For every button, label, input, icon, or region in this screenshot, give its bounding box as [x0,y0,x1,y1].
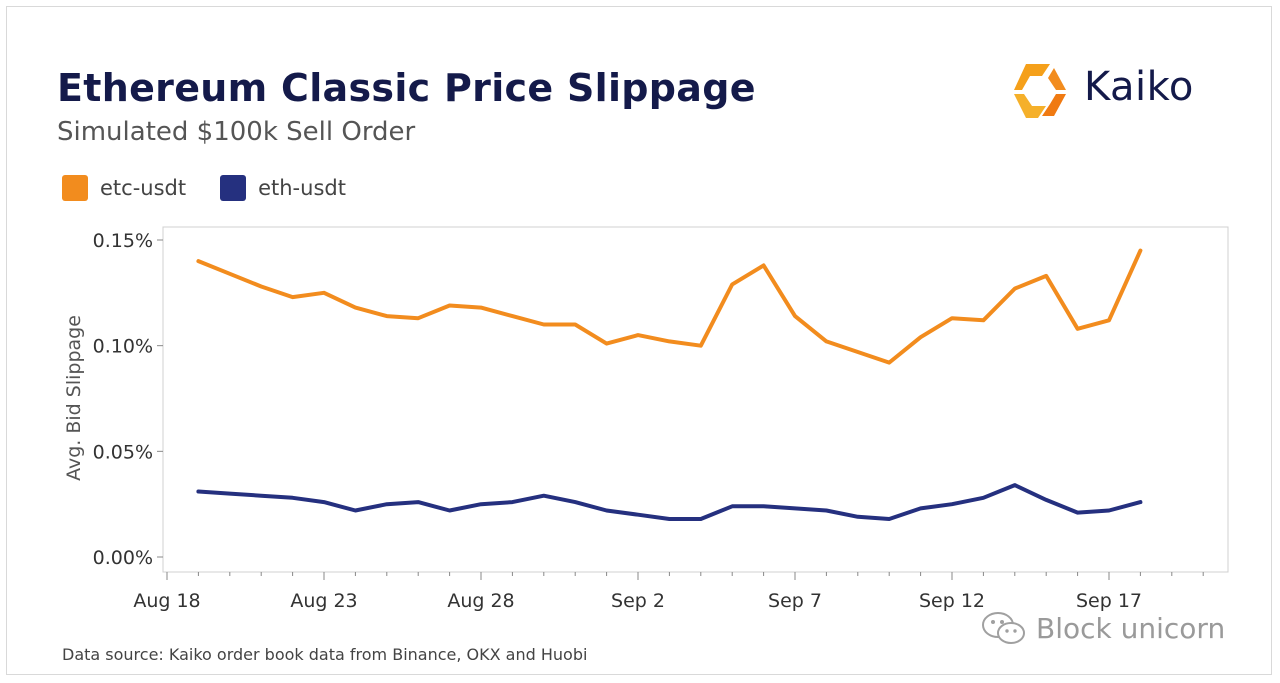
legend-item-etc: etc-usdt [62,175,186,201]
plot-area [162,226,1229,573]
y-axis: 0.00% 0.05% 0.10% 0.15% [93,230,163,569]
x-axis: Aug 18 Aug 23 Aug 28 Sep 2 Sep 7 Sep 12 Sep 17 [133,572,1204,612]
legend-swatch-eth [220,175,247,201]
y-axis-title: Avg. Bid Slippage [63,315,85,481]
legend-item-eth: eth-usdt [220,175,346,201]
watermark-text: Block unicorn [1036,611,1226,645]
x-tick-label: Sep 12 [919,590,985,612]
kaiko-logo: Kaiko [1004,60,1234,122]
x-tick-label: Sep 17 [1076,590,1142,612]
y-tick-label: 0.15% [93,230,153,252]
series-line-eth-usdt [196,483,1143,521]
wechat-icon [982,612,1025,644]
series-layer [196,248,1143,521]
kaiko-logo-icon [1014,64,1066,118]
x-tick-label: Aug 18 [133,590,200,612]
x-tick-label: Aug 23 [290,590,357,612]
y-tick-label: 0.05% [93,441,153,463]
chart-title: Ethereum Classic Price Slippage [57,66,756,110]
chart-legend: etc-usdt eth-usdt [62,174,380,202]
series-line-etc-usdt [196,248,1143,365]
watermark: Block unicorn [980,610,1225,646]
chart-subtitle: Simulated $100k Sell Order [57,117,416,147]
kaiko-logo-text: Kaiko [1084,64,1194,110]
data-source-note: Data source: Kaiko order book data from … [62,645,588,664]
y-tick-label: 0.10% [93,336,153,358]
legend-label-eth: eth-usdt [258,176,346,200]
x-tick-label: Aug 28 [447,590,514,612]
x-tick-label: Sep 2 [611,590,665,612]
chart-frame [6,6,1272,675]
y-tick-label: 0.00% [93,547,153,569]
legend-swatch-etc [62,175,88,201]
legend-label-etc: etc-usdt [100,176,187,200]
x-tick-label: Sep 7 [768,590,822,612]
